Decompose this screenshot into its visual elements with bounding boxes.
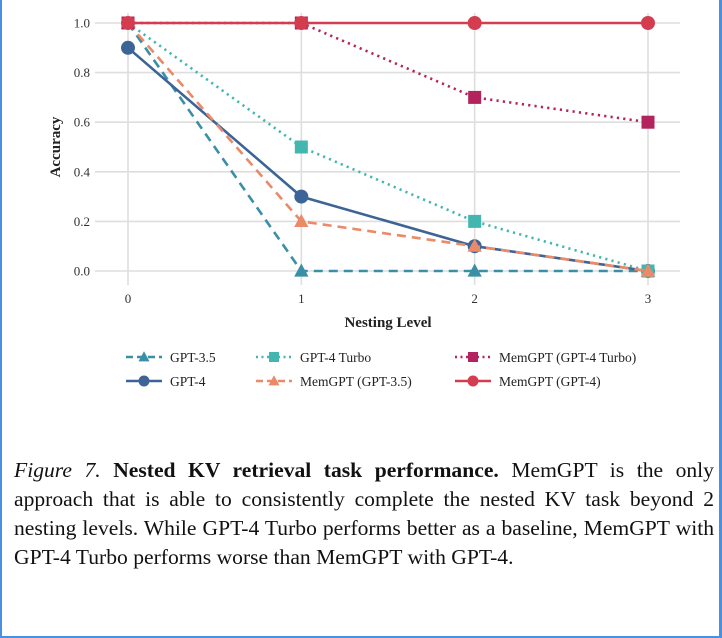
data-point [641,115,655,129]
x-tick-label: 3 [645,291,652,306]
data-point [640,263,656,277]
series-line [127,22,649,273]
data-point [121,40,135,55]
series-line [127,46,649,273]
grid [95,13,680,285]
data-point [467,16,482,30]
y-tick-label: 0.8 [74,65,90,80]
legend-label: GPT-4 [170,374,206,389]
legend-label: MemGPT (GPT-4) [499,374,601,389]
plot-area [120,15,656,278]
x-tick-label: 1 [298,291,305,306]
legend-item-gpt-3-5: GPT-3.5 [126,350,216,365]
legend-marker [138,375,150,387]
data-point [294,140,308,154]
legend-item-gpt-4-turbo: GPT-4 Turbo [256,350,371,365]
series-memgpt-gpt-3-5 [120,15,656,277]
legend-item-gpt-4: GPT-4 [126,374,206,389]
data-point [468,90,482,104]
series-line [128,21,649,124]
legend-marker [138,351,150,362]
x-axis-label: Nesting Level [344,315,431,331]
data-point [294,189,309,204]
legend-item-memgpt-gpt-4: MemGPT (GPT-4) [455,374,601,389]
legend-label: GPT-4 Turbo [300,350,371,365]
series-gpt-4-turbo [121,16,655,278]
y-axis-label: Accuracy [48,116,64,177]
y-tick-label: 0.4 [74,164,91,179]
data-point [121,16,135,30]
y-tick-label: 1.0 [74,16,90,31]
data-point [294,16,309,30]
data-point [467,263,482,277]
figure-caption: Figure 7. Nested KV retrieval task perfo… [14,456,714,572]
y-tick-label: 0.6 [74,115,91,130]
data-point [468,214,482,228]
series-memgpt-gpt-4 [121,16,655,30]
series-line [127,21,649,273]
data-point [294,263,309,277]
legend-label: MemGPT (GPT-4 Turbo) [499,350,636,365]
caption-title: Nested KV retrieval task performance. [113,458,499,482]
x-tick-label: 0 [125,291,132,306]
x-tick-label: 2 [471,291,478,306]
line-chart: 0.0 0.2 0.4 0.6 0.8 1.0 0 1 2 3 Accuracy Nesting… [48,13,680,389]
data-point [294,213,309,228]
legend-label: GPT-3.5 [170,350,216,365]
legend-item-memgpt-gpt-4-turbo: MemGPT (GPT-4 Turbo) [455,350,636,365]
legend-marker [468,352,478,362]
y-tick-label: 0.0 [74,264,90,279]
y-tick-label: 0.2 [74,214,90,229]
series-line [126,22,648,273]
series-gpt-3-5 [120,15,656,277]
legend-label: MemGPT (GPT-3.5) [300,374,412,389]
data-point [641,16,655,30]
x-axis-ticks: 0 1 2 3 [125,291,652,306]
caption-body: MemGPT is the only approach that is able… [14,458,714,569]
legend-marker [467,375,479,387]
figure-label: Figure 7. [14,458,101,482]
legend-marker [269,352,279,362]
legend: GPT-3.5 GPT-4 GPT-4 Turbo MemGPT (GPT-3.5) M… [126,350,636,389]
legend-marker [268,375,280,386]
data-point [467,238,482,252]
y-axis-ticks: 0.0 0.2 0.4 0.6 0.8 1.0 [74,16,91,279]
legend-item-memgpt-gpt-3-5: MemGPT (GPT-3.5) [256,374,412,389]
